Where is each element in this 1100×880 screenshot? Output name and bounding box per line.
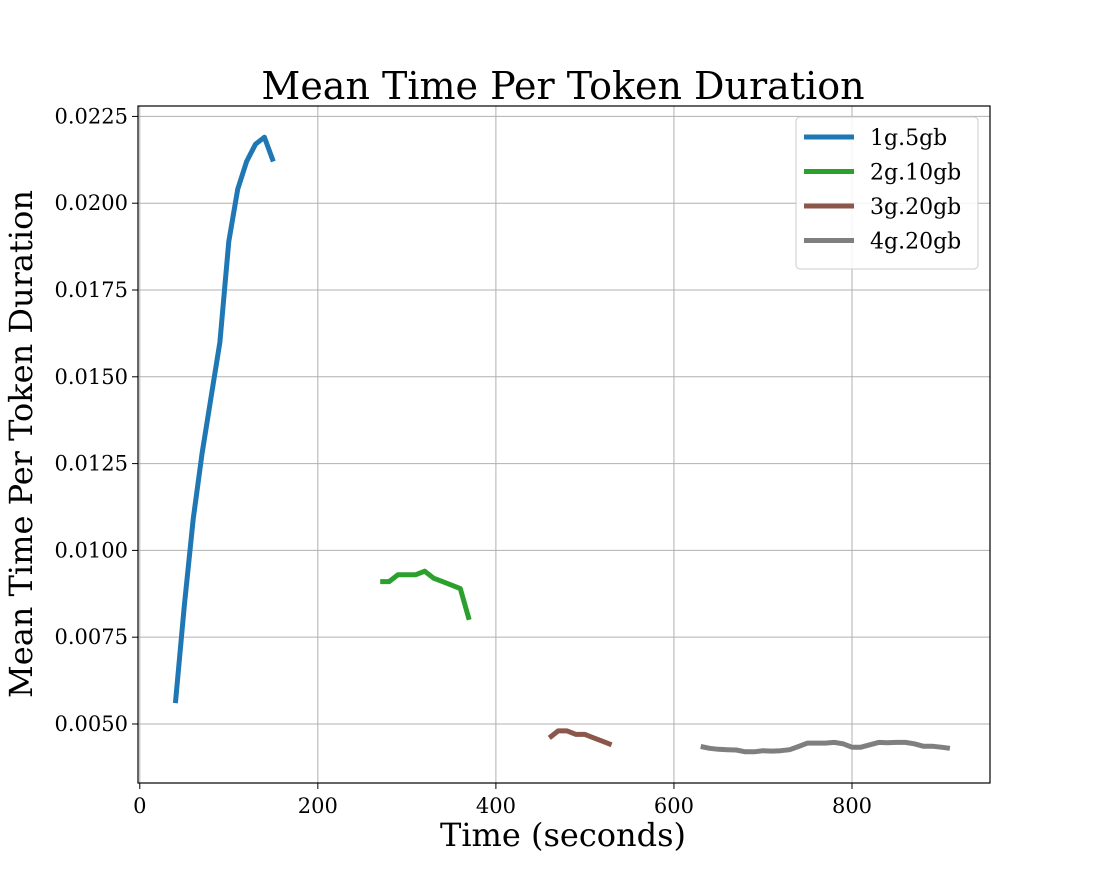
y-axis-ticks: 0.0050 0.0075 0.0100 0.0125 0.0150 0.0175 0.02… (55, 104, 138, 736)
grid-lines (138, 106, 990, 783)
x-tick-label: 800 (832, 794, 872, 818)
legend-label: 3g.20gb (870, 195, 961, 220)
y-tick-label: 0.0075 (55, 625, 128, 649)
y-tick-label: 0.0200 (55, 191, 128, 215)
legend: 1g.5gb 2g.10gb 3g.20gb 4g.20gb (795, 116, 979, 270)
y-axis-label: Mean Time Per Token Duration (2, 190, 40, 698)
legend-box (795, 116, 979, 270)
series-line-3g.20gb (547, 728, 613, 748)
legend-label: 4g.20gb (870, 230, 961, 255)
y-tick-label: 0.0125 (55, 452, 128, 476)
x-tick-label: 400 (476, 794, 516, 818)
x-tick-label: 600 (654, 794, 694, 818)
series-line-1g.5gb (172, 134, 276, 704)
x-axis-ticks: 0 200 400 600 800 (133, 783, 872, 818)
y-tick-label: 0.0050 (55, 712, 128, 736)
series-line-2g.10gb (380, 568, 472, 621)
y-tick-label: 0.0225 (55, 104, 128, 128)
y-tick-label: 0.0150 (55, 365, 128, 389)
plot-frame (137, 105, 991, 784)
y-tick-label: 0.0100 (55, 538, 128, 562)
y-tick-label: 0.0175 (55, 278, 128, 302)
plot-lines (172, 134, 951, 755)
series-line-4g.20gb (700, 739, 951, 755)
x-tick-label: 200 (298, 794, 338, 818)
legend-label: 1g.5gb (870, 126, 947, 151)
chart-title: Mean Time Per Token Duration (261, 64, 864, 108)
x-axis-label: Time (seconds) (440, 816, 686, 854)
x-tick-label: 0 (133, 794, 146, 818)
legend-label: 2g.10gb (870, 161, 961, 186)
